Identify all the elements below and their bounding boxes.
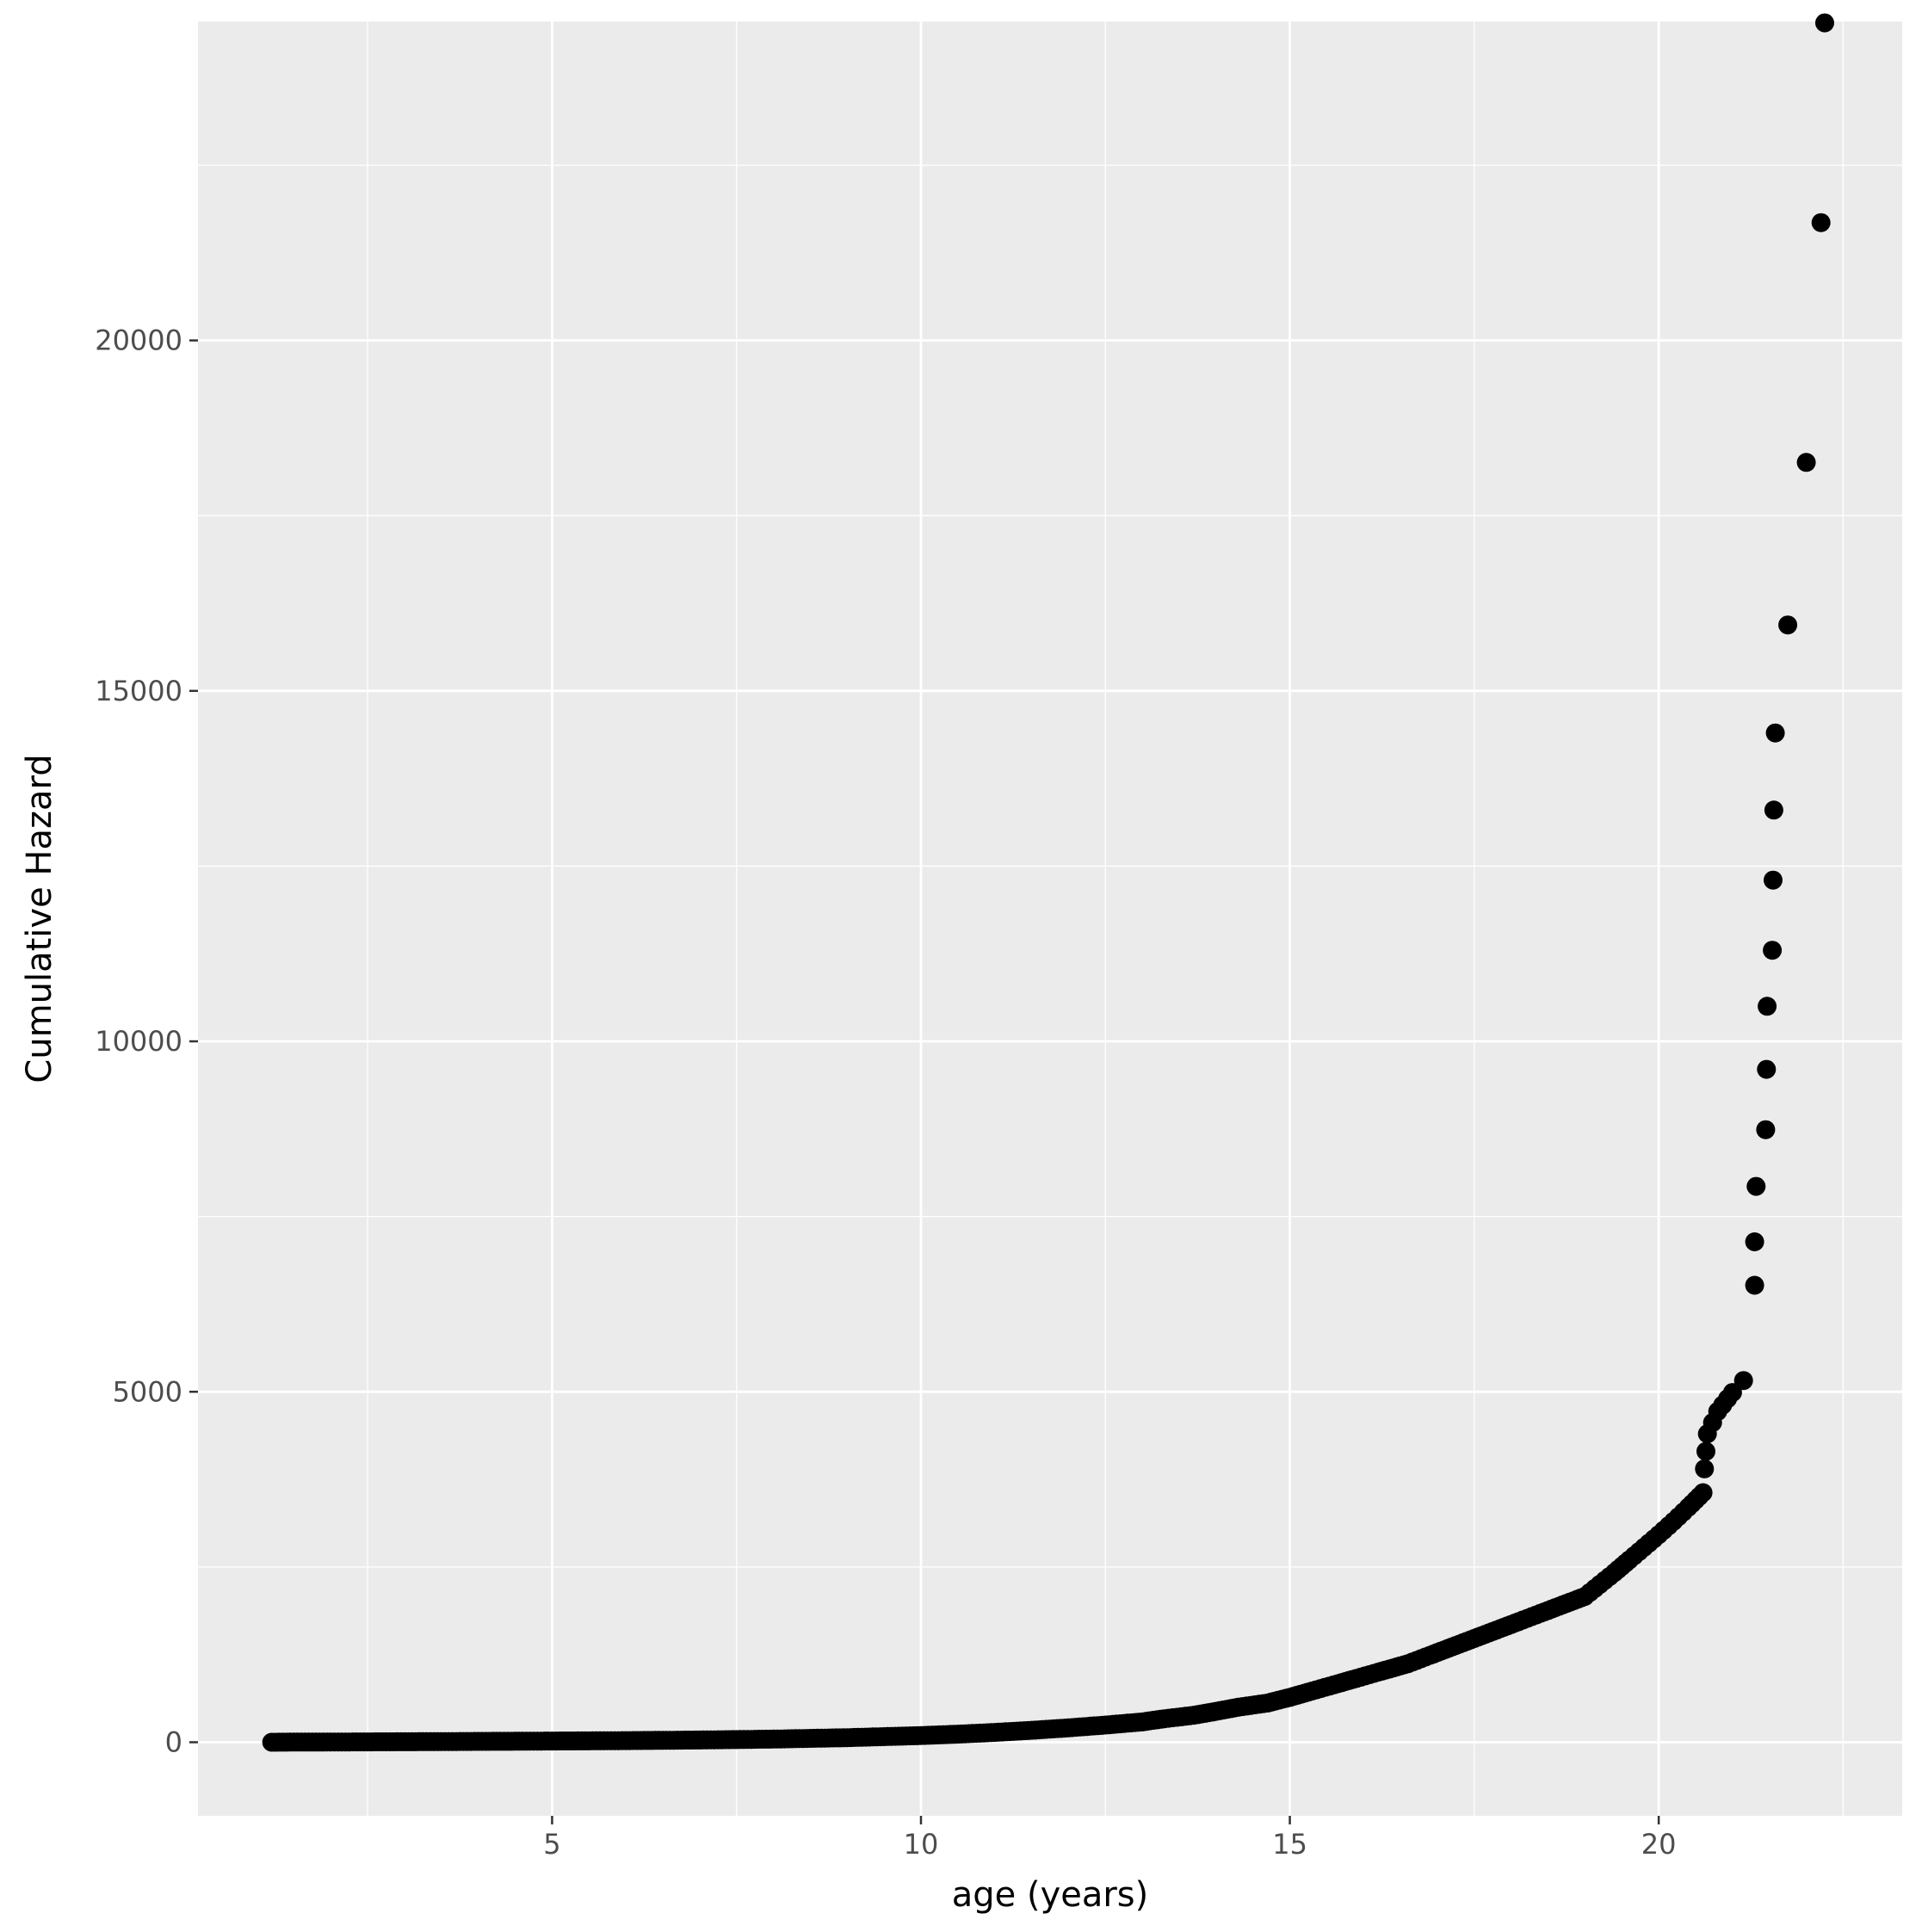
data-point <box>1757 1059 1777 1079</box>
data-point <box>1815 13 1834 33</box>
y-tick-label: 10000 <box>95 1025 182 1058</box>
data-point <box>1764 800 1783 820</box>
data-point <box>1690 1486 1709 1506</box>
y-tick-label: 5000 <box>113 1375 182 1408</box>
data-point <box>1758 997 1777 1016</box>
y-tick-label: 15000 <box>95 675 182 707</box>
data-point <box>1756 1120 1776 1139</box>
data-point <box>1778 615 1798 635</box>
data-point <box>1733 1371 1753 1391</box>
x-axis: 5 10 15 20 <box>543 1816 1677 1861</box>
x-axis-title: age (years) <box>952 1875 1149 1915</box>
minor-gridlines <box>198 22 1902 1816</box>
plot-panel <box>198 22 1902 1816</box>
data-point <box>1745 1275 1764 1295</box>
data-point <box>1702 1413 1722 1433</box>
data-point <box>1765 723 1785 743</box>
y-tick-label: 0 <box>165 1725 182 1758</box>
data-point <box>1763 941 1783 960</box>
y-tick-label: 20000 <box>95 324 182 357</box>
data-point <box>1695 1459 1715 1478</box>
data-point <box>1811 213 1831 232</box>
x-tick-label: 5 <box>543 1828 560 1861</box>
data-points <box>262 13 1834 1752</box>
data-point <box>1796 453 1816 472</box>
data-point <box>1696 1441 1715 1461</box>
y-axis-title: Cumulative Hazard <box>20 754 59 1083</box>
data-point <box>1764 870 1783 890</box>
y-axis: 0 5000 10000 15000 20000 <box>95 324 198 1758</box>
x-tick-label: 10 <box>904 1828 939 1861</box>
x-tick-label: 15 <box>1272 1828 1307 1861</box>
x-tick-label: 20 <box>1641 1828 1677 1861</box>
data-point <box>1745 1232 1764 1251</box>
data-point <box>1746 1176 1766 1196</box>
data-point <box>1718 1389 1738 1409</box>
